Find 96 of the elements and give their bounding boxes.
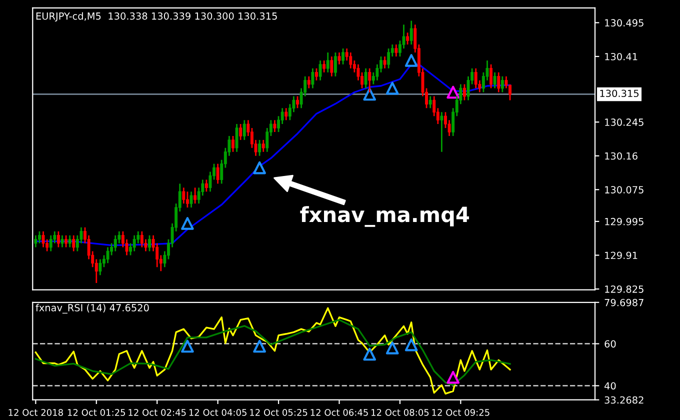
- candlestick: [307, 76, 310, 89]
- candlestick: [368, 68, 372, 93]
- x-tick-label: 12 Oct 01:25: [68, 409, 126, 416]
- candlestick: [182, 186, 186, 204]
- candlestick: [500, 76, 504, 93]
- candlestick: [280, 107, 284, 125]
- candlestick: [262, 139, 265, 153]
- x-tick-label: 12 Oct 04:05: [189, 409, 246, 416]
- x-tick-label: 12 Oct 06:45: [310, 409, 368, 416]
- y-tick-label: 130.495: [605, 19, 644, 27]
- candlestick: [448, 119, 451, 137]
- candlestick: [334, 52, 337, 78]
- candlestick: [284, 107, 288, 121]
- candlestick: [383, 56, 386, 70]
- candlestick: [235, 123, 238, 153]
- candlestick: [349, 52, 352, 70]
- point: [363, 88, 376, 101]
- candlestick: [394, 44, 398, 58]
- candlestick: [342, 48, 345, 66]
- chart-title: EURJPY-cd,M5 130.338 130.339 130.300 130.315: [36, 12, 277, 22]
- candlestick: [406, 32, 410, 46]
- candlestick: [239, 123, 242, 141]
- candlestick: [387, 48, 390, 70]
- point: [386, 342, 399, 354]
- candlestick: [318, 60, 322, 82]
- candlestick: [38, 230, 41, 244]
- candlestick: [186, 190, 189, 208]
- candlestick: [68, 234, 72, 248]
- candlestick: [242, 119, 246, 141]
- point: [363, 348, 376, 361]
- candlestick: [314, 68, 318, 82]
- candlestick: [338, 52, 341, 66]
- point: [253, 161, 266, 174]
- candlestick: [410, 20, 413, 46]
- y-tick-label: 129.995: [605, 218, 644, 226]
- point: [386, 82, 399, 95]
- candlestick: [490, 64, 493, 89]
- x-tick-label: 12 Oct 05:25: [250, 409, 308, 416]
- candlestick: [106, 246, 110, 264]
- candlestick: [440, 111, 444, 153]
- line-series: [34, 318, 511, 386]
- y-tick-label: 60: [604, 340, 616, 348]
- candlestick: [132, 234, 136, 252]
- candlestick: [72, 234, 76, 252]
- point: [446, 86, 460, 99]
- y-tick-label: 130.41: [605, 52, 638, 60]
- x-tick-label: 12 Oct 08:05: [372, 409, 429, 416]
- candlestick: [98, 258, 102, 276]
- candlestick: [64, 234, 68, 248]
- candlestick: [34, 234, 38, 248]
- candlestick: [356, 64, 360, 82]
- y-tick-label: 129.91: [605, 252, 638, 260]
- candlestick: [194, 186, 197, 204]
- candlestick: [462, 84, 466, 101]
- point: [404, 54, 418, 67]
- candlestick: [474, 68, 478, 89]
- x-tick-label: 12 Oct 09:25: [432, 409, 490, 416]
- y-tick-label: 130.16: [605, 152, 638, 160]
- candlestick: [258, 139, 262, 157]
- point: [404, 338, 418, 352]
- point: [181, 340, 194, 353]
- candlestick: [204, 179, 208, 192]
- candlestick: [326, 52, 330, 74]
- candlestick: [273, 119, 276, 133]
- point: [446, 370, 460, 384]
- y-tick-label: 40: [604, 382, 616, 390]
- x-tick-label: 12 Oct 2018: [8, 409, 63, 416]
- y-tick-label: 129.825: [605, 285, 644, 293]
- candlestick: [493, 72, 496, 89]
- ref-line-label: 130.315: [600, 90, 639, 98]
- candlestick: [56, 230, 60, 248]
- annotation: fxnav_ma.mq4: [300, 206, 469, 227]
- candlestick: [296, 96, 299, 109]
- y-tick-label: 79.6987: [604, 298, 644, 306]
- candlestick: [376, 64, 379, 82]
- candlestick: [364, 68, 368, 89]
- point: [253, 340, 266, 353]
- candlestick: [208, 171, 212, 192]
- point: [181, 216, 194, 230]
- y-tick-label: 130.075: [605, 186, 644, 194]
- candlestick: [42, 230, 45, 248]
- candlestick: [140, 230, 144, 248]
- chart-title: fxnav_RSI (14) 47.6520: [36, 304, 149, 314]
- candlestick: [49, 234, 52, 252]
- candlestick: [114, 234, 117, 252]
- y-tick-label: 130.245: [605, 118, 644, 126]
- candlestick: [428, 96, 432, 109]
- candlestick: [216, 163, 220, 184]
- y-tick-label: 33.2682: [604, 396, 644, 404]
- candlestick: [330, 56, 334, 78]
- candlestick: [497, 72, 500, 93]
- candlestick: [322, 60, 326, 74]
- candlestick: [232, 135, 234, 153]
- candlestick: [311, 68, 314, 89]
- candlestick: [148, 234, 151, 252]
- x-tick-label: 12 Oct 02:45: [128, 409, 186, 416]
